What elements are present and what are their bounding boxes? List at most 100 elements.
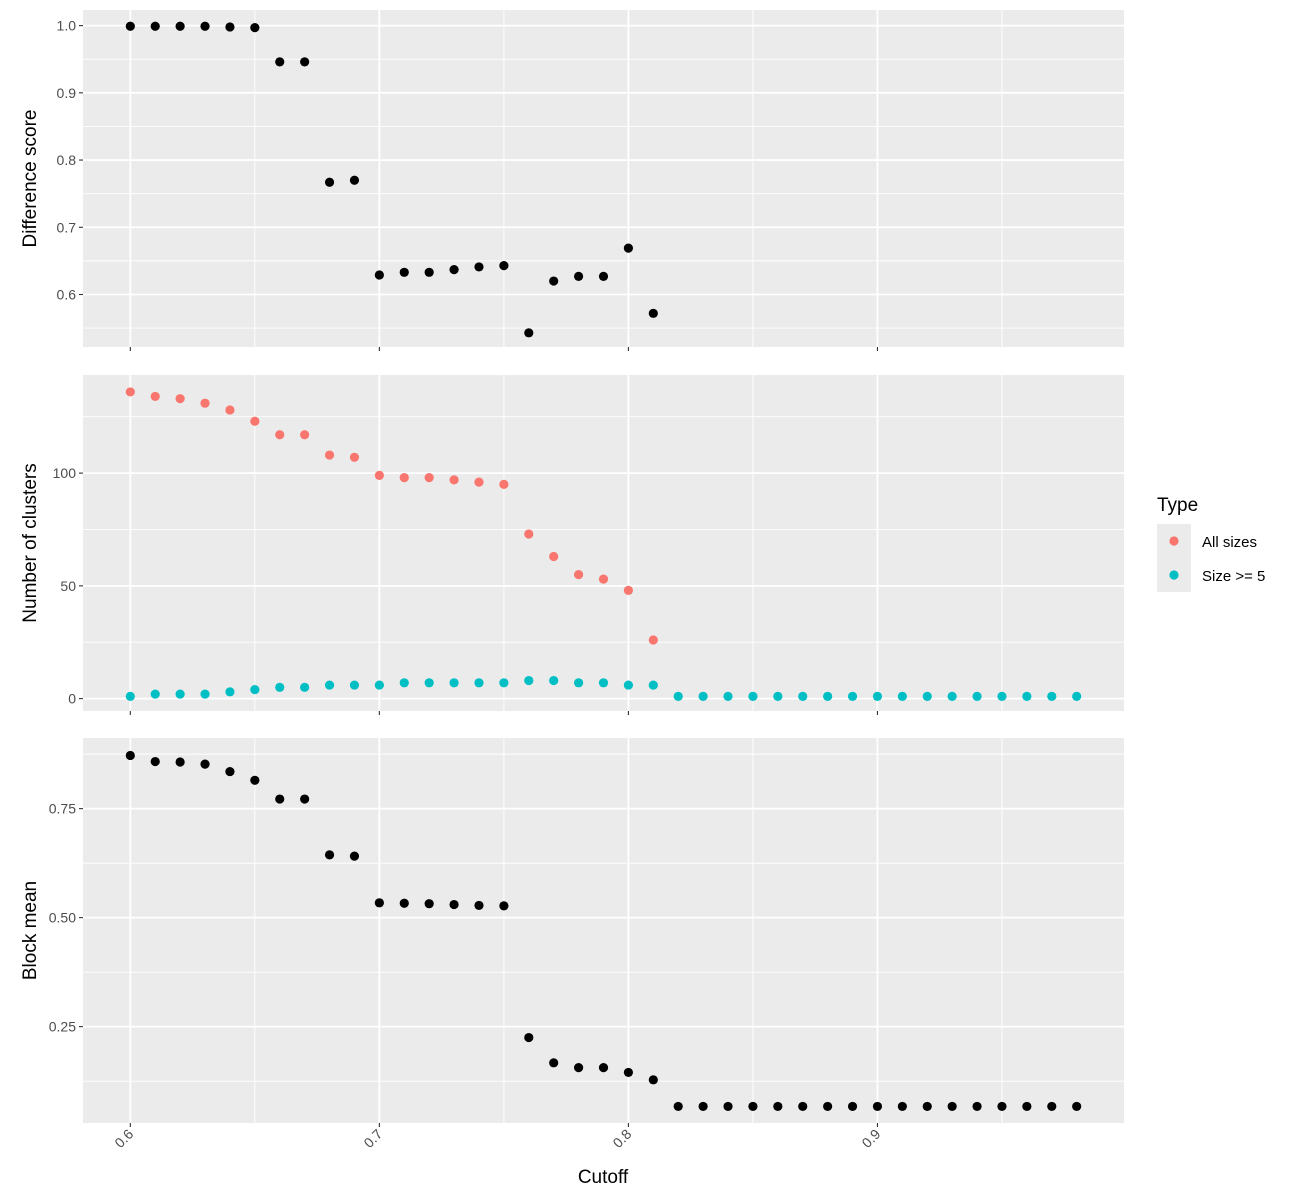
data-point	[997, 1101, 1007, 1112]
data-point	[872, 1101, 883, 1112]
data-point	[897, 691, 907, 701]
data-point	[499, 678, 509, 688]
data-point	[424, 678, 434, 688]
data-point	[524, 675, 534, 686]
data-point	[922, 1101, 932, 1112]
data-point	[175, 394, 185, 404]
data-point	[623, 680, 634, 690]
data-point	[175, 757, 185, 767]
y-axis-title: Number of clusters	[20, 463, 41, 622]
data-point	[399, 473, 409, 483]
panel-background	[83, 375, 1124, 711]
data-point	[648, 680, 658, 690]
data-point	[150, 689, 160, 699]
data-point	[997, 691, 1007, 701]
data-point	[1072, 1101, 1082, 1112]
data-point	[399, 267, 409, 277]
data-point	[872, 691, 883, 701]
data-point	[250, 684, 260, 695]
data-point	[225, 22, 235, 32]
data-point	[598, 574, 609, 584]
data-point	[275, 430, 285, 440]
data-point	[449, 678, 459, 688]
data-point	[349, 175, 360, 185]
data-point	[125, 21, 135, 31]
data-point	[349, 680, 360, 690]
data-point	[275, 57, 285, 67]
data-point	[823, 1101, 833, 1112]
data-point	[399, 898, 409, 908]
data-point	[947, 691, 957, 701]
data-point	[823, 691, 833, 701]
data-point	[449, 899, 459, 910]
data-point	[200, 21, 210, 31]
data-point	[324, 850, 335, 860]
data-point	[324, 450, 335, 460]
data-point	[499, 901, 509, 911]
data-point	[573, 1063, 584, 1073]
data-point	[1022, 691, 1032, 701]
x-axis-title: Cutoff	[578, 1167, 629, 1188]
data-point	[549, 1058, 559, 1068]
data-point	[300, 430, 310, 440]
data-point	[424, 473, 434, 483]
data-point	[399, 678, 409, 688]
panel-background	[83, 738, 1124, 1123]
data-point	[573, 569, 584, 580]
data-point	[598, 1063, 609, 1073]
data-point	[549, 276, 559, 286]
data-point	[499, 260, 509, 271]
data-point	[499, 479, 509, 489]
data-point	[474, 678, 484, 688]
data-point	[524, 328, 534, 338]
y-tick-label: 1.0	[57, 18, 77, 34]
data-point	[673, 691, 683, 701]
y-axis-title: Block mean	[20, 881, 41, 980]
data-point	[1047, 1101, 1057, 1112]
legend-key-size-ge-5	[1169, 570, 1179, 580]
y-tick-label: 0.7	[57, 219, 77, 235]
data-point	[773, 1101, 783, 1112]
y-tick-label: 0.8	[57, 152, 77, 168]
data-point	[374, 680, 384, 690]
data-point	[798, 691, 808, 701]
data-point	[623, 585, 634, 595]
y-tick-label: 100	[53, 465, 77, 481]
data-point	[349, 452, 360, 462]
data-point	[524, 529, 534, 539]
data-point	[1047, 691, 1057, 701]
data-point	[947, 1101, 957, 1112]
data-point	[175, 689, 185, 699]
panel-difference: 0.6 0.7 0.8 0.9 1.0 Difference score	[20, 10, 1124, 351]
data-point	[524, 1032, 534, 1043]
data-point	[474, 900, 484, 911]
data-point	[150, 21, 160, 31]
data-point	[723, 1101, 733, 1112]
legend-label-size-ge-5: Size >= 5	[1202, 568, 1265, 585]
data-point	[723, 691, 733, 701]
data-point	[598, 678, 609, 688]
data-point	[374, 898, 384, 908]
data-point	[972, 691, 982, 701]
data-point	[449, 265, 459, 275]
panel-clusters: 0 50 100 Number of clusters	[20, 375, 1124, 715]
data-point	[1022, 1101, 1032, 1112]
data-point	[549, 551, 559, 562]
data-point	[300, 794, 310, 804]
y-axis-title: Difference score	[20, 110, 41, 248]
data-point	[748, 691, 758, 701]
data-point	[300, 57, 310, 67]
data-point	[573, 678, 584, 688]
data-point	[847, 1101, 858, 1112]
data-point	[573, 271, 584, 281]
y-tick-label: 0	[68, 691, 76, 707]
data-point	[125, 691, 135, 701]
data-point	[250, 775, 260, 785]
data-point	[125, 750, 135, 761]
data-point	[250, 23, 260, 33]
legend: Type All sizes Size >= 5	[1157, 495, 1265, 592]
data-point	[623, 1067, 634, 1078]
data-point	[798, 1101, 808, 1112]
data-point	[474, 262, 484, 272]
